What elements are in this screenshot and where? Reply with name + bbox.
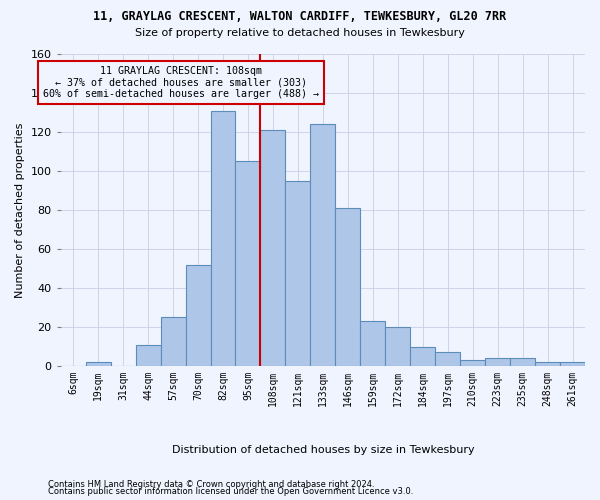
Bar <box>435 352 460 366</box>
Bar <box>185 264 211 366</box>
Bar <box>361 321 385 366</box>
Text: Size of property relative to detached houses in Tewkesbury: Size of property relative to detached ho… <box>135 28 465 38</box>
Bar <box>260 130 286 366</box>
X-axis label: Distribution of detached houses by size in Tewkesbury: Distribution of detached houses by size … <box>172 445 474 455</box>
Bar <box>410 346 435 366</box>
Bar <box>136 344 161 366</box>
Bar <box>460 360 485 366</box>
Bar <box>310 124 335 366</box>
Bar <box>385 327 410 366</box>
Bar <box>211 110 235 366</box>
Text: 11 GRAYLAG CRESCENT: 108sqm
← 37% of detached houses are smaller (303)
60% of se: 11 GRAYLAG CRESCENT: 108sqm ← 37% of det… <box>43 66 319 99</box>
Bar <box>485 358 510 366</box>
Bar <box>235 161 260 366</box>
Bar <box>560 362 585 366</box>
Y-axis label: Number of detached properties: Number of detached properties <box>15 122 25 298</box>
Bar <box>86 362 110 366</box>
Text: Contains HM Land Registry data © Crown copyright and database right 2024.: Contains HM Land Registry data © Crown c… <box>48 480 374 489</box>
Bar <box>161 318 185 366</box>
Bar <box>535 362 560 366</box>
Text: 11, GRAYLAG CRESCENT, WALTON CARDIFF, TEWKESBURY, GL20 7RR: 11, GRAYLAG CRESCENT, WALTON CARDIFF, TE… <box>94 10 506 23</box>
Text: Contains public sector information licensed under the Open Government Licence v3: Contains public sector information licen… <box>48 487 413 496</box>
Bar <box>335 208 361 366</box>
Bar <box>286 180 310 366</box>
Bar <box>510 358 535 366</box>
